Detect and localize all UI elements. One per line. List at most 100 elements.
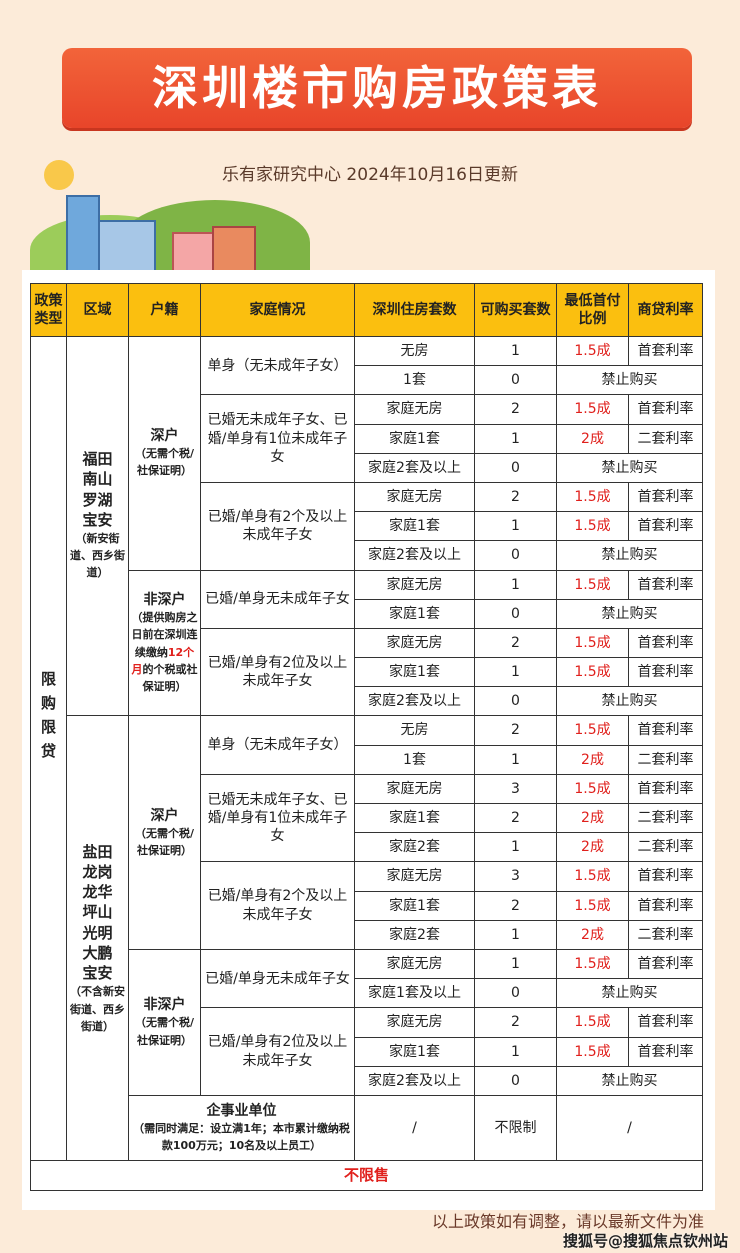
house-illustration <box>212 226 256 274</box>
column-header: 商贷利率 <box>628 283 703 337</box>
family-situation-cell: 已婚/单身有2位及以上未成年子女 <box>200 627 355 717</box>
purchase-limit-cell: 1 <box>474 511 557 542</box>
hukou-note-part: （无需个税/社保证明） <box>134 1016 195 1047</box>
purchase-limit-cell: 0 <box>474 540 557 571</box>
hukou-note: （无需个税/社保证明） <box>131 445 198 479</box>
loan-rate-cell: 首套利率 <box>628 773 703 805</box>
down-payment-cell: 2成 <box>556 919 629 950</box>
loan-rate-cell: 首套利率 <box>628 481 703 513</box>
column-header: 可购买套数 <box>474 283 557 337</box>
building-illustration <box>98 220 156 274</box>
housing-count-cell: 家庭2套 <box>354 919 475 950</box>
purchase-limit-cell: 0 <box>474 365 557 396</box>
loan-rate-cell: 首套利率 <box>628 1036 703 1067</box>
housing-count-cell: 1套 <box>354 744 475 775</box>
loan-rate-cell: 首套利率 <box>628 657 703 688</box>
purchase-limit-cell: 2 <box>474 481 557 513</box>
table-row: 1套 0 禁止购买 <box>31 365 703 396</box>
region-note: （新安街道、西乡街道） <box>70 532 125 580</box>
purchase-limit-cell: 0 <box>474 598 557 629</box>
down-payment-cell: 1.5成 <box>556 657 629 688</box>
purchase-forbidden-cell: 禁止购买 <box>556 452 703 483</box>
disclaimer: 以上政策如有调整，请以最新文件为准 <box>431 1212 704 1231</box>
loan-rate-cell: 首套利率 <box>628 335 703 367</box>
district-name: 龙华 <box>82 883 113 902</box>
sun-illustration <box>44 160 74 190</box>
purchase-limit-cell: 2 <box>474 715 557 746</box>
housing-count-cell: 家庭1套 <box>354 423 475 454</box>
purchase-limit-cell: 1 <box>474 832 557 863</box>
hukou-note: （提供购房之日前在深圳连续缴纳12个月的个税或社保证明） <box>131 609 198 694</box>
purchase-forbidden-cell: 禁止购买 <box>556 978 703 1009</box>
table-row: 家庭2套及以上 0 禁止购买 <box>31 1065 703 1096</box>
hukou-name: 深户 <box>150 807 179 824</box>
region-name: 盐田 龙岗 龙华 坪山 光明 大鹏 宝安 <box>69 842 126 984</box>
hukou-note-part: 的个税或社保证明） <box>142 662 198 693</box>
housing-count-cell: 家庭2套 <box>354 832 475 863</box>
purchase-limit-cell: 3 <box>474 773 557 805</box>
purchase-forbidden-cell: 禁止购买 <box>556 1065 703 1096</box>
column-header: 户籍 <box>128 283 201 337</box>
housing-count-cell: 家庭1套 <box>354 657 475 688</box>
purchase-limit-cell: 2 <box>474 394 557 425</box>
building-illustration <box>66 195 100 274</box>
purchase-limit-cell: 1 <box>474 569 557 600</box>
purchase-limit-cell: 2 <box>474 1007 557 1038</box>
family-situation-cell: 单身（无未成年子女） <box>200 715 355 775</box>
housing-count-cell: 1套 <box>354 365 475 396</box>
enterprise-cell: 企事业单位 （需同时满足：设立满1年；本市累计缴纳税款100万元；10名及以上员工… <box>128 1094 355 1161</box>
hukou-name: 非深户 <box>143 592 186 609</box>
hukou-cell: 非深户 （无需个税/社保证明） <box>128 948 201 1096</box>
hukou-cell: 深户 （无需个税/社保证明） <box>128 336 201 571</box>
table-row: 已婚/单身有2位及以上未成年子女 家庭无房 2 1.5成 首套利率 <box>31 627 703 717</box>
table-row: 已婚无未成年子女、已婚/单身有1位未成年子女 家庭无房 3 1.5成 首套利率 <box>31 773 703 863</box>
hukou-note: （无需个税/社保证明） <box>131 825 198 859</box>
enterprise-note: （需同时满足：设立满1年；本市累计缴纳税款100万元；10名及以上员工） <box>133 1121 350 1152</box>
down-payment-cell: 1.5成 <box>556 1036 629 1067</box>
purchase-forbidden-cell: 禁止购买 <box>556 540 703 571</box>
loan-rate-cell: 首套利率 <box>628 1007 703 1038</box>
purchase-limit-cell: 0 <box>474 978 557 1009</box>
loan-rate-cell: 首套利率 <box>628 627 703 659</box>
housing-count-cell: 家庭2套及以上 <box>354 686 475 717</box>
family-situation-cell: 已婚/单身有2位及以上未成年子女 <box>200 1007 355 1096</box>
hukou-cell: 深户 （无需个税/社保证明） <box>128 715 201 950</box>
column-header: 政策类型 <box>30 283 67 337</box>
hukou-note-part: （无需个税/社保证明） <box>134 447 195 478</box>
enterprise-housing-cell: / <box>354 1094 475 1161</box>
housing-count-cell: 家庭无房 <box>354 773 475 805</box>
purchase-limit-cell: 1 <box>474 335 557 367</box>
table-row: 家庭1套及以上 0 禁止购买 <box>31 978 703 1009</box>
loan-rate-cell: 首套利率 <box>628 861 703 892</box>
district-name: 罗湖 <box>82 490 113 509</box>
region-name: 福田 南山 罗湖 宝安 <box>69 449 126 530</box>
table-row: 家庭2套及以上 0 禁止购买 <box>31 540 703 571</box>
down-payment-cell: 1.5成 <box>556 1007 629 1038</box>
loan-rate-cell: 首套利率 <box>628 511 703 542</box>
housing-count-cell: 家庭2套及以上 <box>354 1065 475 1096</box>
subtitle: 乐有家研究中心 2024年10月16日更新 <box>222 165 518 185</box>
enterprise-terms-cell: / <box>556 1094 703 1161</box>
down-payment-cell: 2成 <box>556 832 629 863</box>
loan-rate-cell: 首套利率 <box>628 715 703 746</box>
hukou-note-part: （无需个税/社保证明） <box>134 826 195 857</box>
purchase-limit-cell: 1 <box>474 657 557 688</box>
page-title: 深圳楼市购房政策表 <box>62 48 692 128</box>
loan-rate-cell: 二套利率 <box>628 919 703 950</box>
district-name: 盐田 <box>82 842 113 861</box>
purchase-forbidden-cell: 禁止购买 <box>556 686 703 717</box>
region-cell: 盐田 龙岗 龙华 坪山 光明 大鹏 宝安 （不含新安街道、西乡街道） <box>66 715 129 1161</box>
table-row: 限购限贷福田 南山 罗湖 宝安 （新安街道、西乡街道） 深户 （无需个税/社保证明） 单身（无… <box>30 335 703 1161</box>
loan-rate-cell: 首套利率 <box>628 890 703 921</box>
housing-count-cell: 家庭无房 <box>354 481 475 513</box>
housing-count-cell: 家庭无房 <box>354 569 475 600</box>
table-row: 盐田 龙岗 龙华 坪山 光明 大鹏 宝安 （不含新安街道、西乡街道） 深户 （无需个税/社保证明）… <box>31 715 703 1161</box>
down-payment-cell: 1.5成 <box>556 511 629 542</box>
column-header: 区域 <box>66 283 129 337</box>
policy-type-char: 贷 <box>40 742 56 760</box>
loan-rate-cell: 首套利率 <box>628 569 703 600</box>
column-header: 家庭情况 <box>200 283 355 337</box>
purchase-forbidden-cell: 禁止购买 <box>556 598 703 629</box>
down-payment-cell: 2成 <box>556 423 629 454</box>
purchase-limit-cell: 1 <box>474 948 557 980</box>
